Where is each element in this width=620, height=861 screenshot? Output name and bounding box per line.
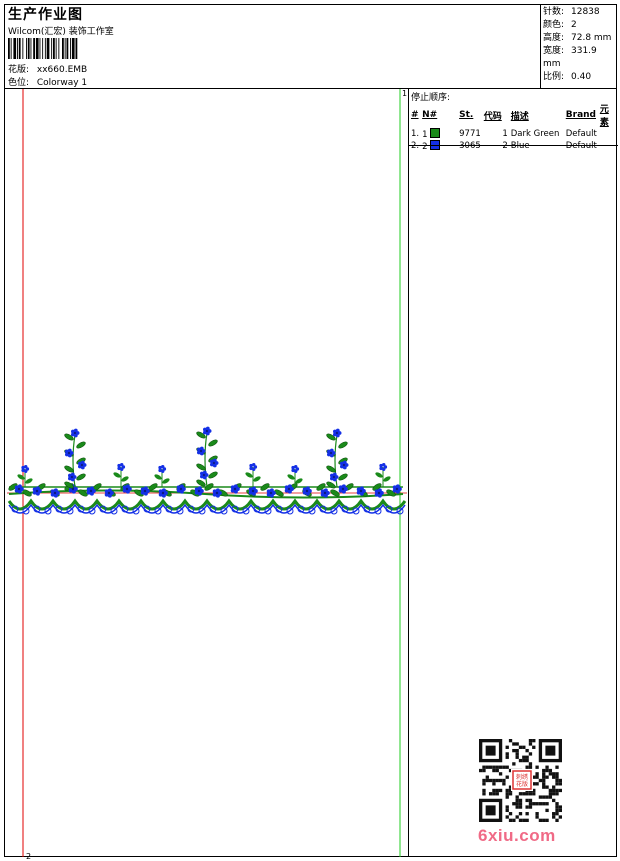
table-header-row: # N# St. 代码 描述 Brand 元素 xyxy=(411,102,618,128)
watermark-site: 6xiu.com xyxy=(478,826,556,845)
col-element: 元素 xyxy=(599,105,609,128)
header-divider xyxy=(5,88,616,89)
design-info: 针数: 12838 颜色: 2 高度: 72.8 mm 宽度: 331.9 mm 比例:… xyxy=(543,6,616,84)
studio-subtitle: Wilcom(汇宏) 装饰工作室 xyxy=(8,27,114,37)
left-guide-marker: 2 xyxy=(26,852,32,861)
info-row-colors: 颜色: 2 xyxy=(543,20,577,30)
info-row-width: 宽度: 331.9 mm xyxy=(543,46,597,69)
seal-stamp xyxy=(512,770,532,790)
design-preview: 2 1 xyxy=(5,89,408,861)
stop-sequence-panel: 停止顺序: # N# St. 代码 描述 Brand 元素 1. 1 9771 xyxy=(408,89,618,857)
colorway-label: 色位: xyxy=(8,78,30,88)
table-row: 2. 2 3065 2 Blue Default xyxy=(411,140,597,152)
colorway-row: 色位: Colorway 1 xyxy=(8,75,87,88)
right-guide-marker: 1 xyxy=(402,89,408,98)
col-code: 代码 xyxy=(483,111,502,122)
barcode xyxy=(8,38,78,59)
seal-text-bottom: 花版 xyxy=(516,780,528,788)
seal-text-top: 刺绣 xyxy=(516,773,528,781)
col-stitches: St. xyxy=(459,110,474,120)
page-title: 生产作业图 xyxy=(8,7,83,23)
info-row-height: 高度: 72.8 mm xyxy=(543,33,612,43)
col-description: 描述 xyxy=(510,111,529,122)
info-divider xyxy=(540,5,541,88)
production-worksheet: 生产作业图 Wilcom(汇宏) 装饰工作室 花版: xx660.EMB 色位:… xyxy=(4,4,618,861)
col-brand: Brand xyxy=(565,110,596,120)
design-label: 花版: xyxy=(8,65,30,75)
stop-sequence-title: 停止顺序: xyxy=(411,93,451,103)
design-preview-svg xyxy=(7,89,407,857)
col-number: # xyxy=(411,110,419,120)
embroidery-lace-border xyxy=(7,426,407,515)
thread-color-swatch xyxy=(430,128,441,138)
design-file-name: xx660.EMB xyxy=(36,65,88,75)
panel-divider xyxy=(409,145,618,146)
colorway-name: Colorway 1 xyxy=(36,78,88,88)
table-row: 1. 1 9771 1 Dark Green Default xyxy=(411,128,597,140)
qr-code: 刺绣 花版 xyxy=(479,739,562,822)
info-row-scale: 比例: 0.40 xyxy=(543,72,592,82)
design-file-row: 花版: xx660.EMB xyxy=(8,62,87,75)
info-row-stitches: 针数: 12838 xyxy=(543,7,600,17)
col-needle: N# xyxy=(422,110,438,120)
